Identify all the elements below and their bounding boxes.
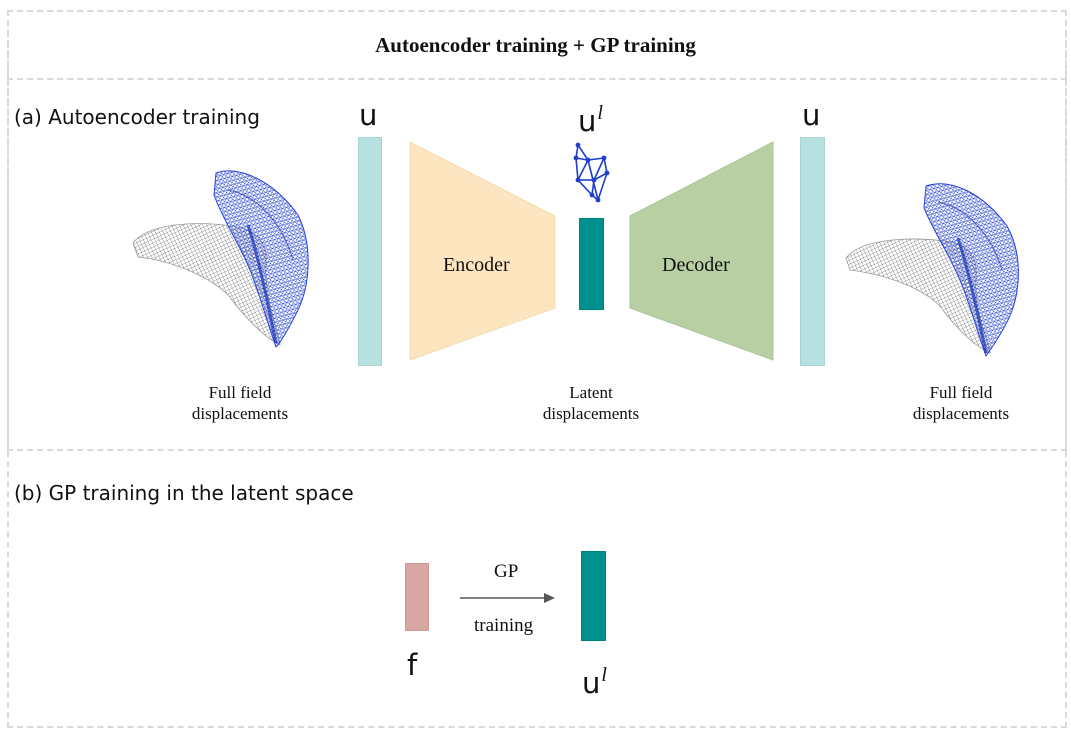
latent-output-bar [581,551,606,641]
section-a-frame [7,78,1067,451]
right-mesh-image [845,183,1019,358]
input-symbol-text: u [359,98,378,132]
encoder-label: Encoder [443,254,510,276]
force-bar [405,563,429,631]
arrow-label-bottom: training [474,615,534,636]
section-b-label: (b) GP training in the latent space [14,481,354,505]
latent-output-superscript: l [601,664,607,686]
right-caption-line1: Full field [929,383,993,402]
input-bar [358,137,382,366]
input-symbol: u [359,98,377,132]
latent-superscript: l [597,102,603,124]
page-title: Autoencoder training + GP training [375,33,696,57]
gp-arrow [460,593,555,603]
left-mesh-image [132,170,309,348]
latent-bar [579,218,604,310]
encoder-shape [409,141,556,361]
decoder-shape [629,141,774,361]
arrow-label-top: GP [494,561,519,582]
latent-caption-line1: Latent [569,383,613,402]
left-caption: Full field displacements [160,382,320,424]
latent-caption: Latent displacements [511,382,671,424]
right-caption: Full field displacements [881,382,1041,424]
latent-output-symbol: ul [582,664,607,700]
left-caption-line2: displacements [191,404,289,423]
decoder-label: Decoder [662,254,730,276]
section-a-label: (a) Autoencoder training [14,105,260,129]
left-caption-line1: Full field [208,383,272,402]
output-symbol: u [802,98,820,132]
right-caption-line2: displacements [912,404,1010,423]
output-symbol-text: u [802,98,821,132]
latent-caption-line2: displacements [542,404,640,423]
latent-output-symbol-text: u [582,666,601,700]
latent-symbol-text: u [578,104,597,138]
latent-symbol: ul [578,102,603,138]
force-symbol: f [407,648,418,682]
latent-graph-icon [573,142,610,203]
output-bar [800,137,825,366]
